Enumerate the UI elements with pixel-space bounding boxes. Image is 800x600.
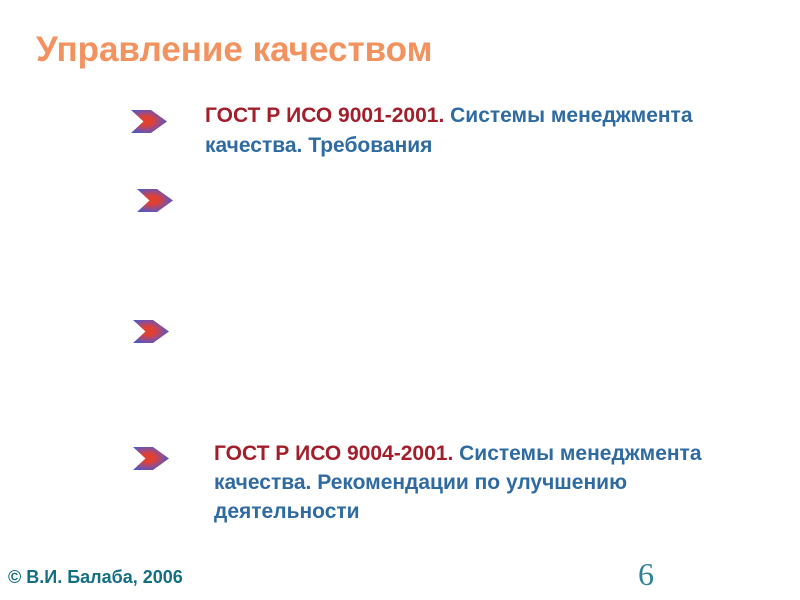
gost-9001-description: Системы менеджмента качества. Требования	[205, 104, 693, 157]
footer-copyright: © В.И. Балаба, 2006	[8, 567, 183, 587]
bullet-text-gost-9004: ГОСТ Р ИСО 9004-2001. Системы менеджмент…	[214, 439, 736, 526]
arrow-bullet-icon	[137, 189, 173, 212]
arrow-bullet-icon	[133, 447, 169, 470]
arrow-bullet-icon	[131, 110, 167, 133]
gost-9004-label: ГОСТ Р ИСО 9004-2001.	[214, 442, 454, 465]
arrow-bullet-icon	[133, 320, 169, 343]
bullet-text-gost-9001: ГОСТ Р ИСО 9001-2001. Системы менеджмент…	[205, 101, 727, 161]
gost-9004-description: Системы менеджмента качества. Рекомендац…	[214, 442, 702, 523]
slide-title: Управление качеством	[36, 30, 433, 69]
gost-9001-label: ГОСТ Р ИСО 9001-2001.	[205, 104, 445, 127]
page-number: 6	[638, 556, 654, 592]
